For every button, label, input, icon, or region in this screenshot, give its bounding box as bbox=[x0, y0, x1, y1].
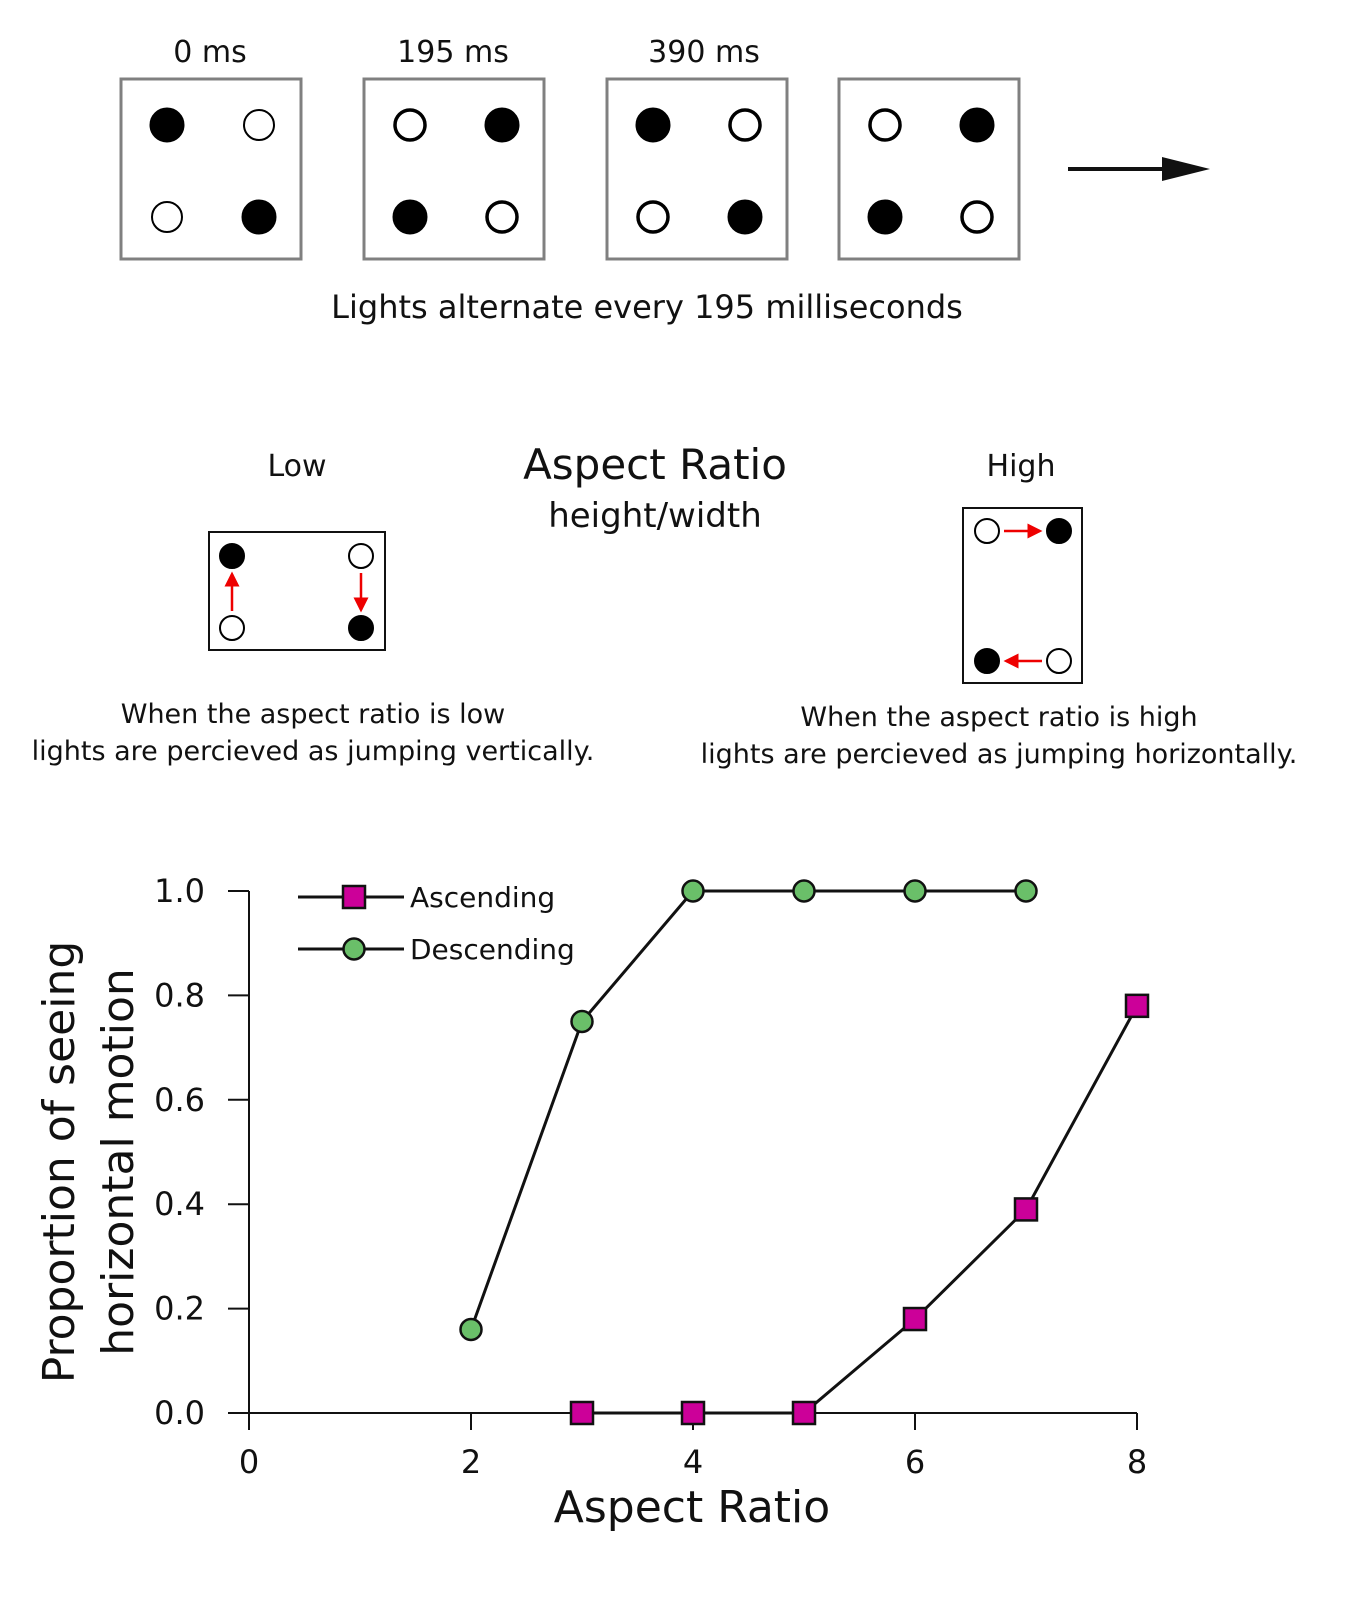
light-tr-on bbox=[959, 107, 995, 143]
legend-label: Descending bbox=[410, 933, 575, 966]
y-tick-label: 1.0 bbox=[154, 872, 205, 910]
low-caption-line2: lights are percieved as jumping vertical… bbox=[32, 736, 595, 767]
light-br-on bbox=[727, 199, 763, 235]
light-bl-off bbox=[151, 201, 183, 233]
light-bl-on bbox=[392, 199, 428, 235]
legend-marker bbox=[342, 937, 366, 961]
chart-legend: Ascending Descending bbox=[298, 881, 575, 966]
light-frame-0 bbox=[119, 77, 303, 261]
low-light-tr bbox=[348, 543, 374, 569]
light-tl-on bbox=[149, 107, 185, 143]
high-light-tl bbox=[974, 518, 1000, 544]
light-br-off bbox=[960, 200, 994, 234]
data-point-descending bbox=[792, 879, 816, 903]
data-point-ascending bbox=[1124, 993, 1150, 1019]
data-point-ascending bbox=[791, 1400, 817, 1426]
frame-border bbox=[605, 77, 789, 261]
series-descending bbox=[459, 879, 1038, 1342]
light-bl-on bbox=[867, 199, 903, 235]
y-tick-label: 0.2 bbox=[154, 1290, 205, 1328]
light-tl-off bbox=[868, 108, 902, 142]
low-label: Low bbox=[267, 449, 326, 484]
x-tick-label: 4 bbox=[683, 1443, 703, 1481]
light-tr-off bbox=[243, 109, 275, 141]
series-ascending bbox=[569, 993, 1150, 1426]
high-light-bl bbox=[974, 648, 1000, 674]
legend-item-descending: Descending bbox=[298, 933, 575, 966]
low-light-bl bbox=[219, 615, 245, 641]
data-point-descending bbox=[459, 1317, 483, 1342]
light-frame-1 bbox=[362, 77, 546, 261]
frame-label-0: 0 ms bbox=[173, 35, 246, 70]
chart-axes: 0 2 4 6 8 0.0 0.2 0.4 0.6 0.8 1.0 bbox=[154, 872, 1147, 1481]
light-br-off bbox=[485, 200, 519, 234]
middle-panel: Aspect Ratio height/width Low When the a… bbox=[32, 440, 1298, 770]
x-tick-label: 6 bbox=[905, 1443, 925, 1481]
high-light-br bbox=[1046, 648, 1072, 674]
data-point-descending bbox=[903, 879, 927, 903]
aspect-ratio-subtitle: height/width bbox=[548, 496, 762, 536]
x-tick-label: 8 bbox=[1127, 1443, 1147, 1481]
top-caption: Lights alternate every 195 milliseconds bbox=[331, 288, 963, 326]
light-frame-3 bbox=[837, 77, 1021, 261]
frame-border bbox=[362, 77, 546, 261]
y-tick-label: 0.6 bbox=[154, 1081, 205, 1119]
top-panel: 0 ms 195 ms 390 ms Lights alternate ever… bbox=[119, 35, 1210, 326]
light-frames bbox=[119, 77, 1021, 261]
low-caption-line1: When the aspect ratio is low bbox=[121, 699, 505, 730]
high-light-tr bbox=[1046, 518, 1072, 544]
aspect-ratio-title: Aspect Ratio bbox=[523, 440, 787, 489]
light-bl-off bbox=[636, 200, 670, 234]
x-tick-label: 2 bbox=[461, 1443, 481, 1481]
frame-label-2: 390 ms bbox=[648, 35, 760, 70]
x-tick-label: 0 bbox=[239, 1443, 259, 1481]
frame-border bbox=[119, 77, 303, 261]
legend-marker bbox=[341, 884, 367, 910]
x-axis-label: Aspect Ratio bbox=[554, 1482, 830, 1533]
legend-label: Ascending bbox=[410, 881, 555, 914]
y-tick-label: 0.0 bbox=[154, 1394, 205, 1432]
line-chart: 0 2 4 6 8 0.0 0.2 0.4 0.6 0.8 1.0 Ascending Descend… bbox=[34, 872, 1150, 1533]
high-label: High bbox=[987, 449, 1056, 484]
legend-item-ascending: Ascending bbox=[298, 881, 555, 914]
high-caption-line1: When the aspect ratio is high bbox=[800, 702, 1197, 733]
frame-label-1: 195 ms bbox=[397, 35, 509, 70]
light-tl-on bbox=[635, 107, 671, 143]
y-axis-label-line1: Proportion of seeing bbox=[34, 941, 85, 1384]
high-caption-line2: lights are percieved as jumping horizont… bbox=[701, 739, 1298, 770]
data-point-ascending bbox=[1013, 1197, 1039, 1222]
light-tr-on bbox=[484, 107, 520, 143]
data-point-descending bbox=[681, 879, 705, 903]
low-light-tl bbox=[219, 543, 245, 569]
low-light-br bbox=[348, 615, 374, 641]
y-axis-label-line2: horizontal motion bbox=[93, 968, 144, 1356]
data-point-ascending bbox=[680, 1400, 706, 1426]
time-arrow bbox=[1068, 157, 1210, 181]
high-aspect-box bbox=[962, 507, 1083, 684]
data-point-descending bbox=[570, 1009, 594, 1034]
low-aspect-box bbox=[208, 531, 386, 651]
data-point-ascending bbox=[569, 1400, 595, 1426]
light-br-on bbox=[241, 199, 277, 235]
series-line-ascending bbox=[582, 1005, 1139, 1415]
data-point-descending bbox=[1014, 879, 1038, 903]
frame-border bbox=[837, 77, 1021, 261]
light-tl-off bbox=[393, 108, 427, 142]
light-frame-2 bbox=[605, 77, 789, 261]
chart-series bbox=[459, 879, 1150, 1426]
y-tick-label: 0.4 bbox=[154, 1185, 205, 1223]
series-line-descending bbox=[469, 889, 1026, 1330]
y-tick-label: 0.8 bbox=[154, 976, 205, 1014]
data-point-ascending bbox=[902, 1306, 928, 1332]
light-tr-off bbox=[728, 108, 762, 142]
